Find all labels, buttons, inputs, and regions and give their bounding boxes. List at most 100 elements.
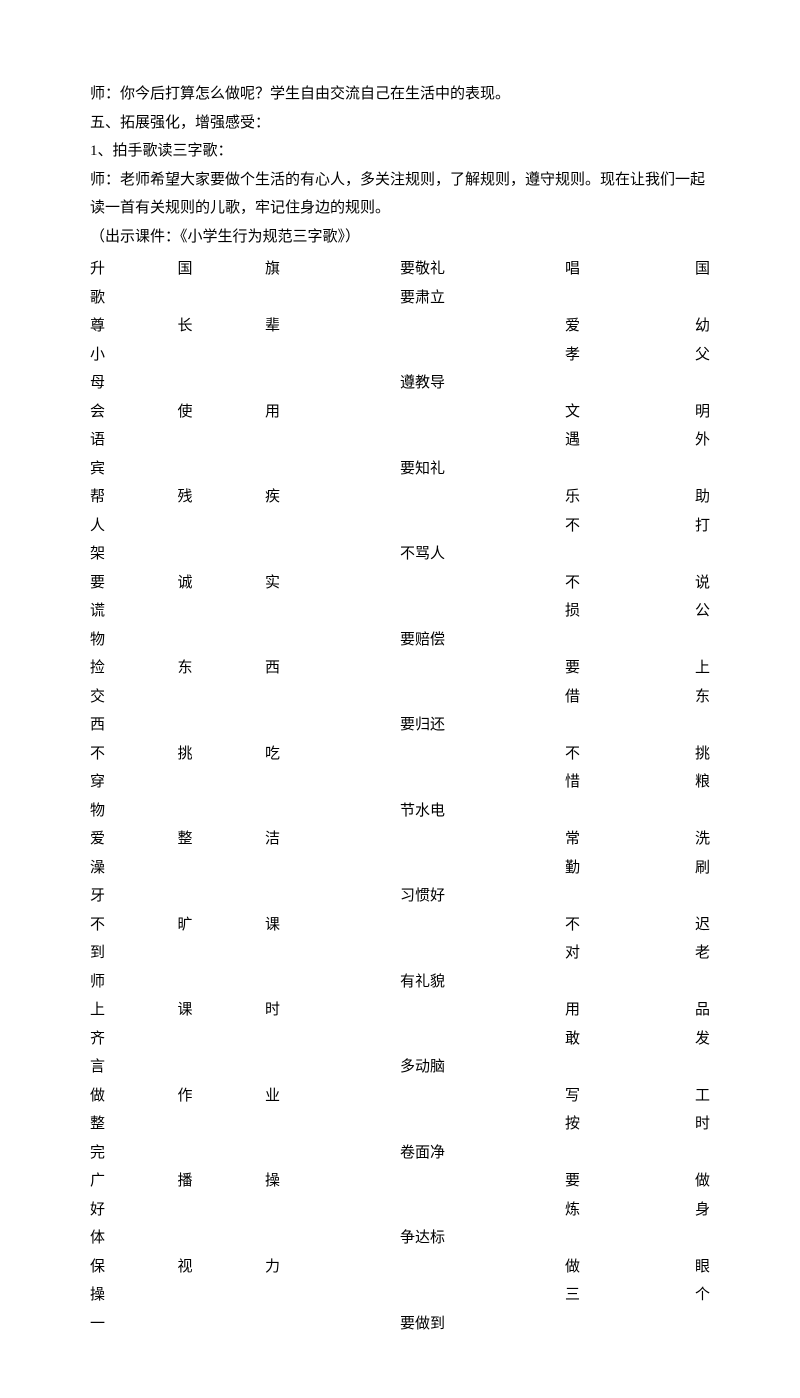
song-cell-right: 用品 (530, 996, 710, 1025)
song-cell-right: 乐助 (530, 483, 710, 512)
song-cell-right (530, 711, 710, 740)
song-cell-middle (400, 1167, 530, 1196)
song-row: 穿 惜粮 (90, 768, 710, 797)
song-cell-middle (400, 1082, 530, 1111)
intro-line-2: 五、拓展强化，增强感受： (90, 109, 710, 138)
song-cell-left: 牙 (90, 882, 280, 911)
song-cell-middle: 节水电 (400, 797, 530, 826)
song-cell-left: 言 (90, 1053, 280, 1082)
song-cell-left: 语 (90, 426, 280, 455)
intro-line-5: （出示课件：《小学生行为规范三字歌》） (90, 223, 710, 252)
song-cell-right: 对老 (530, 939, 710, 968)
song-cell-left: 架 (90, 540, 280, 569)
song-cell-left: 整 (90, 1110, 280, 1139)
song-row: 尊长辈 爱幼 (90, 312, 710, 341)
song-row: 做作业写工 (90, 1082, 710, 1111)
song-row: 牙 习惯好 (90, 882, 710, 911)
song-cell-middle (400, 654, 530, 683)
song-row: 爱整洁常洗 (90, 825, 710, 854)
song-row: 谎损公 (90, 597, 710, 626)
song-cell-left: 会使用 (90, 398, 280, 427)
song-cell-right (530, 797, 710, 826)
song-cell-right: 惜粮 (530, 768, 710, 797)
song-row: 交借东 (90, 683, 710, 712)
song-cell-left: 穿 (90, 768, 280, 797)
song-row: 一 要做到 (90, 1310, 710, 1339)
song-cell-right: 孝父 (530, 341, 710, 370)
song-cell-right (530, 284, 710, 313)
song-cell-right: 不挑 (530, 740, 710, 769)
song-cell-left: 师 (90, 968, 280, 997)
song-cell-left: 保视力 (90, 1253, 280, 1282)
three-character-song-table: 升国旗要敬礼唱国歌要肃立尊长辈爱幼小孝父母遵教导会使用文明语遇外宾要知礼帮残疾乐… (90, 255, 710, 1338)
song-cell-right: 三个 (530, 1281, 710, 1310)
song-cell-right: 爱幼 (530, 312, 710, 341)
song-cell-middle (400, 1253, 530, 1282)
song-row: 母遵教导 (90, 369, 710, 398)
song-cell-middle (400, 939, 530, 968)
song-row: 整 按时 (90, 1110, 710, 1139)
song-cell-middle (400, 398, 530, 427)
song-cell-right: 唱国 (530, 255, 710, 284)
song-cell-middle (400, 996, 530, 1025)
song-cell-left: 一 (90, 1310, 280, 1339)
song-cell-right: 文明 (530, 398, 710, 427)
song-cell-right (530, 968, 710, 997)
song-cell-right: 借东 (530, 683, 710, 712)
song-row: 不旷课不迟 (90, 911, 710, 940)
song-row: 体争达标 (90, 1224, 710, 1253)
song-cell-left: 上课时 (90, 996, 280, 1025)
song-cell-right: 按时 (530, 1110, 710, 1139)
song-cell-right (530, 1139, 710, 1168)
song-row: 帮残疾乐助 (90, 483, 710, 512)
song-cell-middle (400, 768, 530, 797)
song-cell-right: 敢发 (530, 1025, 710, 1054)
song-cell-left: 齐 (90, 1025, 280, 1054)
song-cell-middle (400, 341, 530, 370)
song-cell-middle (400, 1110, 530, 1139)
song-cell-left: 要诚实 (90, 569, 280, 598)
song-row: 到 对老 (90, 939, 710, 968)
song-cell-left: 好 (90, 1196, 280, 1225)
song-cell-middle: 要敬礼 (400, 255, 530, 284)
song-cell-middle (400, 1196, 530, 1225)
song-cell-left: 尊长辈 (90, 312, 280, 341)
song-cell-middle (400, 597, 530, 626)
song-cell-left: 捡东西 (90, 654, 280, 683)
intro-line-4: 师：老师希望大家要做个生活的有心人，多关注规则，了解规则，遵守规则。现在让我们一… (90, 166, 710, 223)
song-cell-middle: 习惯好 (400, 882, 530, 911)
song-row: 会使用 文明 (90, 398, 710, 427)
song-cell-right: 常洗 (530, 825, 710, 854)
song-cell-right (530, 626, 710, 655)
song-cell-middle: 要做到 (400, 1310, 530, 1339)
song-row: 歌要肃立 (90, 284, 710, 313)
song-cell-right (530, 1224, 710, 1253)
song-cell-right: 不说 (530, 569, 710, 598)
song-cell-left: 不旷课 (90, 911, 280, 940)
song-cell-middle: 要赔偿 (400, 626, 530, 655)
song-cell-middle: 多动脑 (400, 1053, 530, 1082)
song-row: 西要归还 (90, 711, 710, 740)
song-row: 捡东西 要上 (90, 654, 710, 683)
song-cell-right (530, 455, 710, 484)
song-cell-right: 不打 (530, 512, 710, 541)
song-cell-middle: 争达标 (400, 1224, 530, 1253)
song-cell-middle: 卷面净 (400, 1139, 530, 1168)
song-row: 人不打 (90, 512, 710, 541)
song-cell-left: 小 (90, 341, 280, 370)
song-cell-right: 勤刷 (530, 854, 710, 883)
song-row: 齐 敢发 (90, 1025, 710, 1054)
song-cell-left: 到 (90, 939, 280, 968)
song-row: 语遇外 (90, 426, 710, 455)
song-cell-right: 要上 (530, 654, 710, 683)
song-cell-middle (400, 483, 530, 512)
song-cell-left: 歌 (90, 284, 280, 313)
song-cell-middle (400, 1281, 530, 1310)
song-cell-right (530, 1310, 710, 1339)
song-row: 完卷面净 (90, 1139, 710, 1168)
song-cell-left: 西 (90, 711, 280, 740)
song-row: 架不骂人 (90, 540, 710, 569)
song-row: 师有礼貌 (90, 968, 710, 997)
song-cell-left: 不挑吃 (90, 740, 280, 769)
song-cell-right (530, 540, 710, 569)
